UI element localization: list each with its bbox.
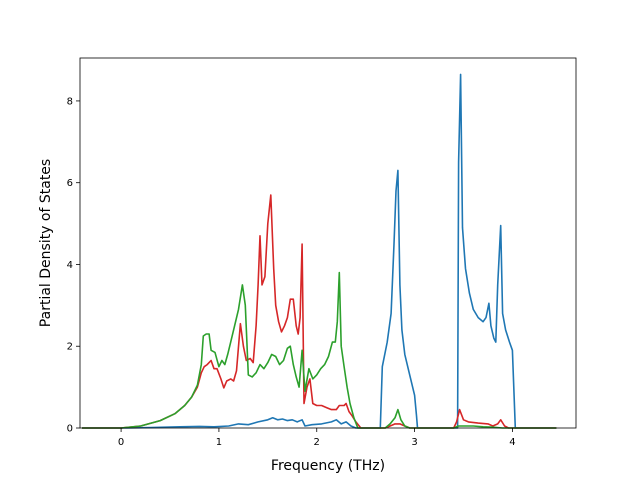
y-tick-label: 4 <box>67 260 73 271</box>
y-tick-label: 2 <box>67 342 73 353</box>
x-tick-label: 2 <box>314 437 320 448</box>
y-axis-ticks: 0 2 4 6 8 <box>67 96 80 435</box>
x-tick-label: 1 <box>216 437 222 448</box>
y-axis-label: Partial Density of States <box>38 159 54 327</box>
series-line-1 <box>82 73 557 429</box>
y-tick-label: 0 <box>67 424 73 435</box>
series-line-3 <box>82 271 557 429</box>
x-axis-ticks: 0 1 2 3 4 <box>118 428 516 448</box>
plot-frame <box>79 57 577 429</box>
x-axis-label: Frequency (THz) <box>271 458 385 474</box>
y-tick-label: 6 <box>67 178 73 189</box>
y-tick-label: 8 <box>67 96 73 107</box>
x-tick-label: 4 <box>509 437 515 448</box>
x-tick-label: 0 <box>118 437 124 448</box>
x-tick-label: 3 <box>411 437 417 448</box>
